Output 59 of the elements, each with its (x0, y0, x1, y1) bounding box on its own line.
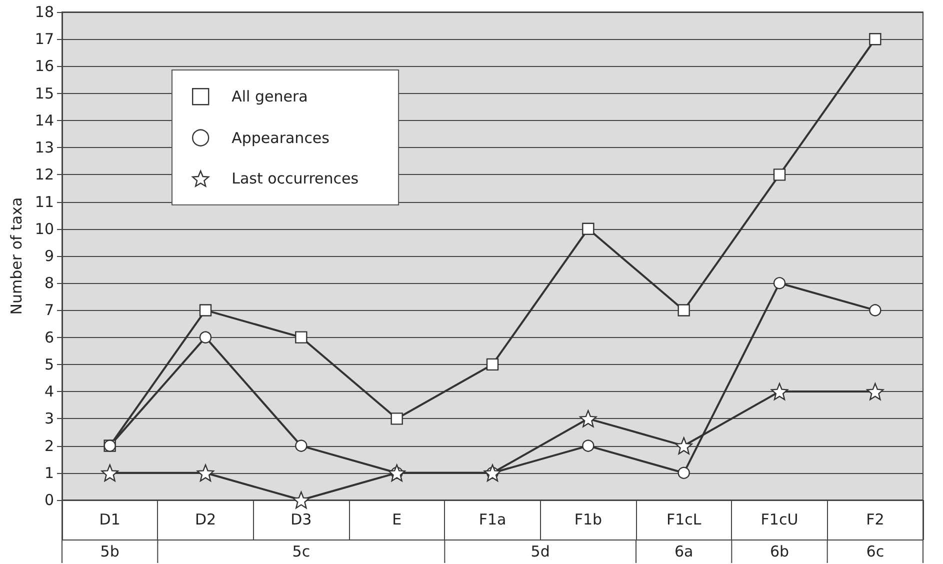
y-tick-label: 8 (44, 274, 54, 292)
x-tick-label: F1a (478, 510, 506, 528)
y-tick-label: 1 (44, 464, 54, 482)
point (295, 331, 308, 344)
point (866, 382, 884, 400)
y-tick-label: 2 (44, 436, 54, 455)
point (199, 304, 212, 316)
point (295, 440, 308, 452)
legend-label: Last occurrences (232, 170, 359, 188)
y-tick-label: 5 (44, 355, 54, 374)
x-tick-label: F1cL (666, 510, 702, 528)
y-tick-label: 9 (44, 247, 54, 265)
point (292, 491, 310, 509)
y-tick-label: 0 (44, 491, 54, 509)
x-tick-label: D2 (194, 510, 216, 528)
y-tick-label: 11 (34, 192, 54, 211)
point (582, 440, 594, 452)
text: 6a (674, 542, 694, 560)
text: 5c (292, 542, 310, 560)
point (390, 412, 403, 425)
point (869, 304, 882, 316)
x-tick-label: D3 (290, 510, 312, 528)
y-axis-title: Number of taxa (8, 197, 26, 315)
y-tick-label: 7 (44, 301, 54, 320)
text: 5d (530, 542, 550, 560)
y-tick-label: 14 (34, 111, 54, 130)
x-tick-label: F1b (574, 510, 602, 528)
y-tick-label: 17 (34, 30, 54, 48)
x-tick-label: E (392, 510, 402, 528)
y-tick-label: 16 (34, 57, 54, 76)
point (199, 331, 212, 344)
x-tick-label: D1 (99, 510, 120, 528)
point (486, 358, 499, 371)
point (678, 304, 690, 316)
y-tick-label: 18 (34, 3, 54, 21)
point (773, 168, 786, 181)
point (678, 466, 690, 479)
text: 5b (100, 542, 120, 560)
point (582, 222, 594, 235)
point (101, 464, 118, 482)
legend-label: All genera (232, 88, 308, 106)
point (770, 382, 788, 400)
y-tick-label: 13 (34, 138, 54, 157)
point (675, 437, 692, 454)
text: 6c (866, 542, 884, 560)
y-tick-label: 3 (44, 410, 54, 428)
y-tick-label: 10 (34, 220, 54, 238)
y-tick-label: 4 (44, 382, 54, 401)
y-tick-label: 6 (44, 328, 54, 346)
point (580, 410, 597, 428)
text: 6b (770, 542, 790, 560)
point (869, 33, 882, 46)
point (773, 277, 786, 290)
x-tick-label: F2 (866, 510, 884, 528)
y-tick-label: 12 (34, 166, 54, 184)
y-tick-label: 15 (34, 84, 54, 102)
x-tick-label: F1cU (760, 510, 798, 528)
point (196, 464, 214, 482)
legend-label: Appearances (232, 128, 330, 147)
